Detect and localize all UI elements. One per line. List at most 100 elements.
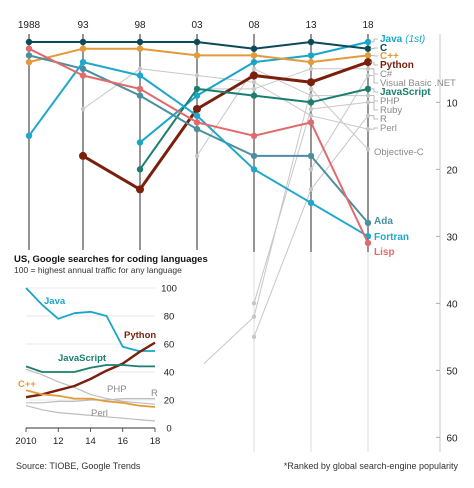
inset-series-line-r: [26, 398, 155, 404]
inset-subtitle: 100 = highest annual traffic for any lan…: [14, 265, 182, 275]
data-point-r: [365, 113, 371, 118]
data-point-objective-c: [251, 314, 257, 319]
x-tick-label: 13: [305, 20, 317, 31]
label-leader: [370, 115, 378, 120]
series-line-objective-c: [196, 88, 369, 371]
series-label-ruby: Ruby: [380, 105, 402, 116]
rank-axis-label: 40: [446, 299, 458, 310]
inset-x-tick-label: 18: [150, 436, 161, 447]
data-point-c: [307, 58, 315, 66]
data-point-perl: [194, 73, 200, 78]
data-point-java: [250, 58, 258, 66]
data-point-c: [193, 52, 201, 59]
data-point-objective-c: [365, 147, 371, 152]
data-point-javascript: [250, 92, 258, 99]
data-point-objective-c: [308, 86, 314, 92]
data-point-perl: [308, 113, 314, 118]
data-point-perl: [251, 80, 257, 85]
data-point-fortran: [79, 58, 87, 66]
data-point-c: [79, 38, 87, 46]
data-point-c: [365, 66, 371, 72]
label-leader: [370, 95, 378, 102]
series-label-php: PHP: [380, 96, 400, 107]
inset-x-tick-label: 2010: [15, 436, 36, 447]
series-line-php: [196, 68, 368, 157]
data-point-perl: [365, 126, 371, 132]
x-tick-label: 03: [191, 20, 203, 31]
inset-series-line-python: [25, 341, 156, 399]
label-leader: [370, 88, 378, 93]
series-label-c: C++: [380, 51, 399, 62]
inset-y-tick-label: 40: [164, 368, 175, 379]
data-point-ada: [250, 152, 258, 160]
series-label-objective-c: Objective-C: [374, 147, 424, 158]
data-point-lisp: [250, 132, 258, 139]
rank-axis-label: 10: [446, 98, 458, 109]
x-tick-label: 93: [77, 20, 89, 31]
data-point-javascript: [136, 166, 144, 173]
data-point-java: [307, 52, 315, 59]
x-tick-label: 08: [248, 20, 260, 31]
data-point-r: [251, 334, 257, 339]
data-point-visual-basic-net: [308, 167, 314, 172]
label-leader: [370, 47, 378, 50]
data-point-python: [136, 185, 144, 194]
series-label-fortran: Fortran: [374, 232, 409, 243]
inset-series-line-php: [25, 368, 156, 405]
series-label-c: C: [380, 43, 387, 54]
inset-x-tick-label: 14: [85, 436, 96, 447]
data-point-perl: [80, 106, 86, 112]
source-note: Source: TIOBE, Google Trends: [16, 461, 141, 471]
data-point-r: [308, 187, 314, 192]
inset-series-label-java: Java: [44, 296, 66, 307]
inset-y-tick-label: 60: [164, 340, 175, 351]
data-point-python: [307, 78, 315, 87]
data-point-c: [307, 38, 315, 46]
data-point-c: [250, 52, 258, 59]
rank-axis-label: 60: [446, 433, 458, 444]
data-point-c: [364, 52, 372, 59]
data-point-ruby: [365, 100, 371, 105]
data-point-c: [79, 45, 87, 52]
data-point-php: [251, 66, 257, 72]
inset-x-tick-label: 12: [53, 436, 64, 447]
data-point-c: [193, 38, 201, 46]
data-point-python: [364, 58, 372, 67]
series-label-ada: Ada: [374, 216, 393, 227]
data-point-c: [25, 38, 33, 46]
inset-series-label-javascript: JavaScript: [58, 353, 107, 364]
rank-axis-label: 30: [446, 232, 458, 243]
data-point-perl: [137, 66, 143, 72]
x-tick-label: 18: [362, 20, 374, 31]
label-leader: [370, 55, 378, 57]
data-point-java: [193, 92, 201, 99]
inset-background: [8, 250, 204, 458]
data-point-fortran: [250, 166, 258, 173]
data-point-lisp: [364, 239, 372, 247]
series-label-note: (1st): [405, 34, 425, 45]
inset-series-label-c: C++: [18, 379, 36, 390]
label-leader: [370, 127, 378, 130]
label-leader: [370, 101, 378, 111]
data-point-c: [136, 38, 144, 46]
series-label-visual-basic-net: Visual Basic .NET: [380, 78, 456, 89]
data-point-ada: [25, 52, 33, 59]
inset-y-tick-label: 100: [161, 284, 177, 295]
inset-title: US, Google searches for coding languages: [14, 254, 208, 265]
data-point-lisp: [79, 72, 87, 79]
ranking-footnote: *Ranked by global search-engine populari…: [283, 461, 458, 471]
series-label-perl: Perl: [380, 123, 397, 134]
data-point-java: [136, 139, 144, 146]
data-point-php: [194, 153, 200, 159]
data-point-lisp: [136, 85, 144, 93]
inset-y-tick-label: 80: [164, 312, 175, 323]
data-point-c: [136, 45, 144, 52]
data-point-c: [250, 45, 258, 52]
inset-series-line-perl: [25, 405, 156, 422]
inset-y-tick-label: 20: [164, 396, 175, 407]
data-point-fortran: [25, 132, 33, 139]
data-point-python: [250, 71, 258, 80]
series-label-javascript: JavaScript: [380, 87, 431, 98]
